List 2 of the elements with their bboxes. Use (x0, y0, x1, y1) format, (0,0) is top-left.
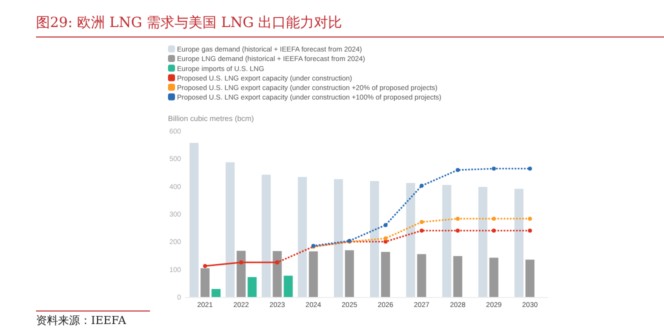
chart-title: 图29: 欧洲 LNG 需求与美国 LNG 出口能力对比 (36, 15, 342, 31)
text: 资料来源：IEEFA (36, 314, 128, 327)
